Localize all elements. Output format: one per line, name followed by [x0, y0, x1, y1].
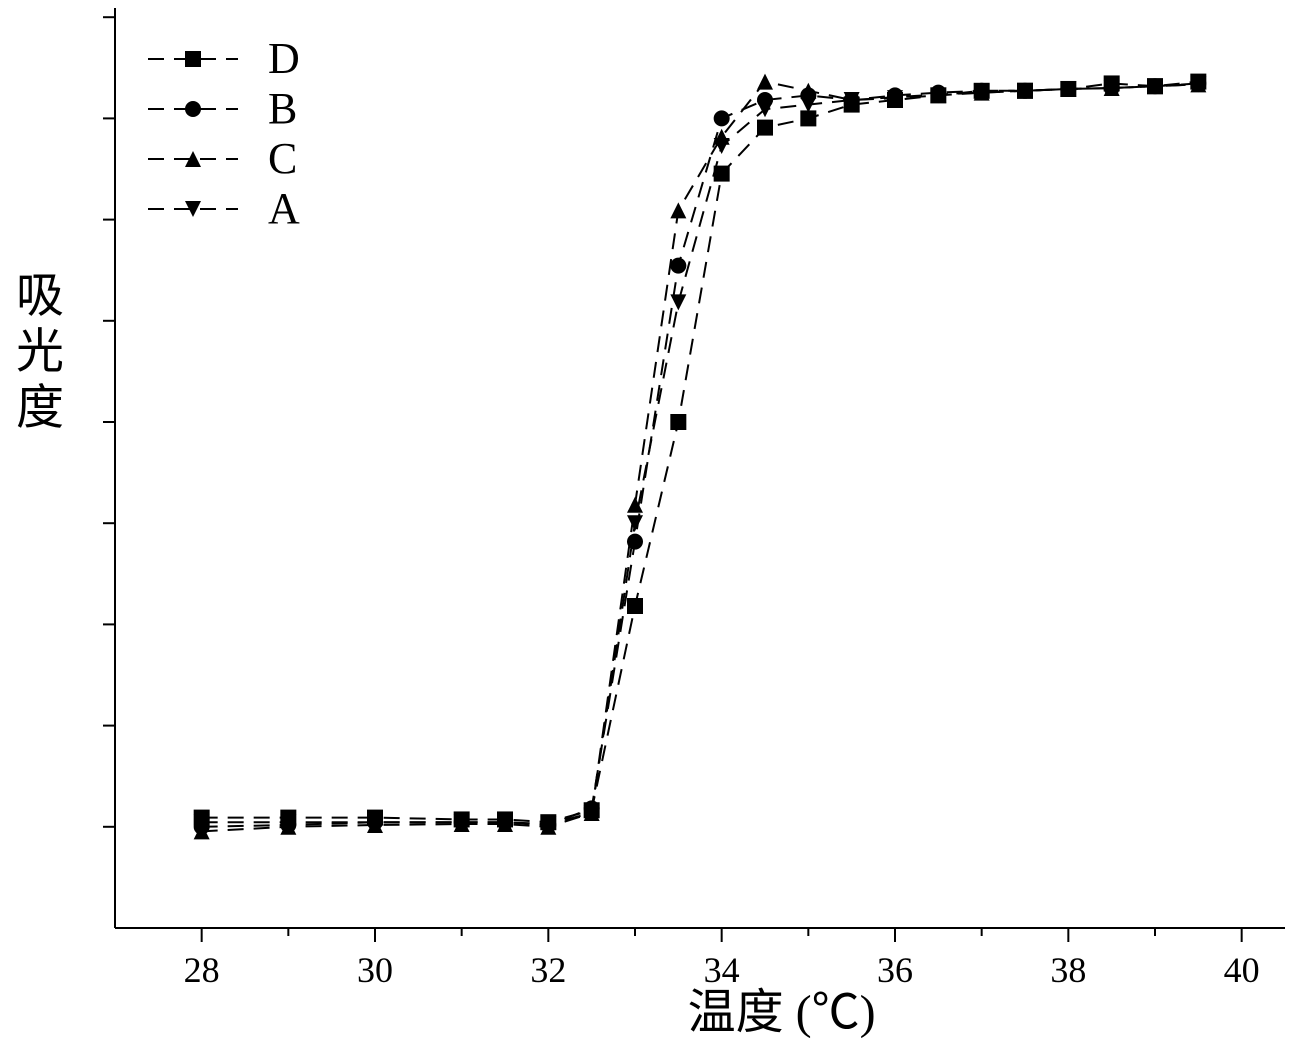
- x-tick-label: 38: [1050, 950, 1086, 990]
- legend-label-C: C: [268, 134, 297, 183]
- x-tick-label: 28: [184, 950, 220, 990]
- x-axis-title: 温度 (℃): [688, 986, 876, 1039]
- x-tick-label: 30: [357, 950, 393, 990]
- chart-container: 28 30 32 34 36 38 40 温度 (℃) 吸光度 DBCA: [0, 0, 1304, 1048]
- legend-label-A: A: [268, 184, 300, 233]
- x-tick-label: 32: [530, 950, 566, 990]
- legend-label-B: B: [268, 84, 297, 133]
- x-tick-label: 36: [877, 950, 913, 990]
- x-tick-label: 34: [704, 950, 740, 990]
- y-axis-title-char: 度: [16, 382, 64, 435]
- y-axis-title-char: 光: [16, 326, 64, 379]
- x-tick-label: 40: [1224, 950, 1260, 990]
- chart-svg: 28 30 32 34 36 38 40 温度 (℃) 吸光度 DBCA: [0, 0, 1304, 1048]
- legend-label-D: D: [268, 34, 300, 83]
- y-axis-title-char: 吸: [16, 270, 64, 323]
